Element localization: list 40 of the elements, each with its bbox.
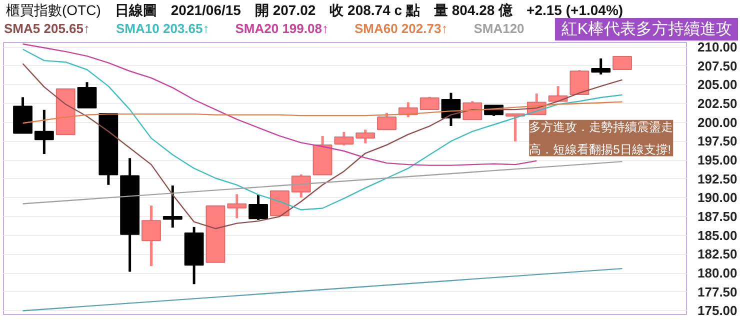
y-tick-label: 200.00	[698, 114, 738, 130]
candlestick	[420, 96, 440, 111]
y-tick-label: 177.50	[698, 284, 738, 300]
text: SMA10 203.65↑	[116, 21, 210, 36]
text: SMA20 199.08↑	[235, 21, 328, 36]
candlestick	[591, 57, 611, 76]
candlestick	[377, 112, 396, 131]
candlestick	[612, 56, 632, 70]
text: SMA120	[474, 21, 524, 36]
chart-title: 櫃買指數(OTC)	[6, 2, 101, 18]
candlestick	[291, 173, 311, 199]
y-tick-label: 185.00	[698, 228, 738, 243]
y-tick-label: 180.00	[698, 266, 738, 281]
chart-subtitle: 日線圖 2021/06/15 開 207.02 收 208.74 c 點 量 804.28 億 +2.15 (+1.04%)	[114, 2, 624, 18]
text: 紅K棒代表多方持續進攻	[561, 21, 732, 38]
candlestick	[334, 130, 354, 147]
text: SMA5 205.65↑	[4, 21, 90, 36]
y-tick-label: 182.50	[698, 246, 738, 262]
y-tick-label: 192.50	[698, 171, 738, 186]
y-tick-label: 210.00	[698, 40, 738, 55]
y-tick-label: 190.00	[698, 190, 738, 206]
text: SMA60 202.73↑	[354, 21, 448, 36]
candlestick	[142, 204, 161, 268]
candlestick	[162, 184, 182, 229]
candlestick	[356, 128, 376, 145]
y-tick-label: 202.50	[698, 96, 738, 112]
candlestick	[34, 108, 54, 156]
y-tick-label: 187.50	[698, 209, 738, 224]
y-tick-label: 205.00	[698, 77, 738, 92]
y-tick-label: 197.50	[698, 134, 738, 149]
line-series	[22, 268, 623, 312]
y-tick-label: 195.00	[698, 152, 738, 168]
candlestick	[570, 68, 590, 96]
candlestick	[227, 192, 247, 220]
annotation: 多方進攻．走勢持續震盪走高．短線看翻揚5日線支撐!	[529, 120, 674, 156]
y-tick-label: 175.00	[698, 303, 738, 318]
line-series	[22, 160, 623, 204]
y-tick-label: 207.50	[698, 58, 738, 74]
candlestick	[248, 194, 268, 222]
candlestick	[77, 80, 97, 110]
